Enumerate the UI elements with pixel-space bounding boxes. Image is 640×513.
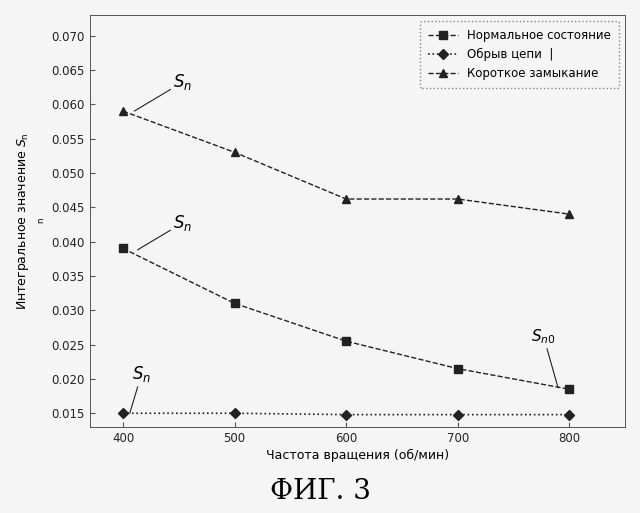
Text: $S_{n0}$: $S_{n0}$	[531, 327, 558, 388]
Короткое замыкание	[231, 149, 239, 155]
Line: Обрыв цепи  |: Обрыв цепи |	[119, 409, 573, 419]
Обрыв цепи  |	[565, 411, 573, 418]
Короткое замыкание	[565, 211, 573, 217]
Нормальное состояние	[342, 338, 350, 344]
Y-axis label: Интегральное значение $S_\mathrm{n}$
$_\mathrm{n}$: Интегральное значение $S_\mathrm{n}$ $_\…	[15, 132, 47, 310]
Нормальное состояние	[454, 366, 461, 372]
Line: Короткое замыкание: Короткое замыкание	[119, 107, 573, 219]
Text: ФИГ. 3: ФИГ. 3	[269, 478, 371, 505]
X-axis label: Частота вращения (об/мин): Частота вращения (об/мин)	[266, 449, 449, 462]
Обрыв цепи  |	[454, 411, 461, 418]
Text: $S_n$: $S_n$	[134, 72, 193, 111]
Line: Нормальное состояние: Нормальное состояние	[119, 245, 573, 393]
Короткое замыкание	[454, 196, 461, 202]
Legend: Нормальное состояние, Обрыв цепи  |, Короткое замыкание: Нормальное состояние, Обрыв цепи |, Коро…	[420, 21, 619, 88]
Обрыв цепи  |	[342, 411, 350, 418]
Text: $S_n$: $S_n$	[138, 213, 193, 250]
Нормальное состояние	[565, 386, 573, 392]
Нормальное состояние	[119, 245, 127, 251]
Обрыв цепи  |	[231, 410, 239, 417]
Короткое замыкание	[342, 196, 350, 202]
Нормальное состояние	[231, 300, 239, 306]
Обрыв цепи  |	[119, 410, 127, 417]
Text: $S_n$: $S_n$	[130, 364, 151, 413]
Короткое замыкание	[119, 108, 127, 114]
